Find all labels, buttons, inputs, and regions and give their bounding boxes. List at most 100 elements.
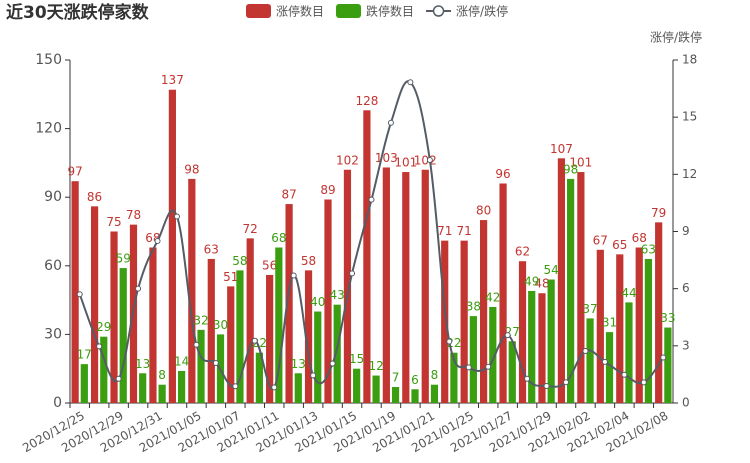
line-point bbox=[660, 354, 667, 361]
y-tick-label: 30 bbox=[44, 326, 62, 342]
bar bbox=[382, 167, 390, 403]
bar bbox=[469, 316, 477, 403]
data-label: 56 bbox=[262, 258, 277, 272]
line-point bbox=[524, 375, 531, 382]
data-label: 137 bbox=[161, 73, 184, 87]
bar bbox=[119, 268, 127, 403]
bar bbox=[324, 199, 332, 403]
y2-tick-label: 3 bbox=[682, 338, 690, 352]
y2-tick-label: 6 bbox=[682, 281, 690, 295]
data-label: 98 bbox=[563, 162, 578, 176]
bar bbox=[596, 249, 604, 403]
bar bbox=[635, 247, 643, 403]
bar bbox=[402, 172, 410, 403]
bar bbox=[655, 222, 663, 403]
line-point bbox=[563, 379, 570, 386]
data-label: 42 bbox=[485, 290, 500, 304]
data-label: 31 bbox=[602, 316, 617, 330]
bar bbox=[499, 183, 507, 403]
data-label: 12 bbox=[368, 359, 383, 373]
bar bbox=[285, 204, 293, 403]
data-label: 68 bbox=[632, 231, 647, 245]
bar bbox=[391, 386, 400, 403]
data-label: 71 bbox=[437, 224, 452, 238]
data-label: 8 bbox=[158, 368, 166, 382]
bar bbox=[314, 311, 322, 403]
data-label: 38 bbox=[466, 300, 481, 314]
bar bbox=[460, 240, 468, 403]
bar bbox=[518, 261, 527, 403]
data-label: 32 bbox=[193, 313, 208, 327]
bar bbox=[110, 231, 118, 403]
bar bbox=[567, 178, 575, 403]
line-point bbox=[543, 383, 550, 390]
line-point bbox=[310, 372, 317, 379]
data-label: 44 bbox=[621, 286, 636, 300]
bar bbox=[586, 318, 594, 403]
bar bbox=[353, 368, 361, 403]
bar bbox=[188, 178, 196, 403]
data-label: 65 bbox=[612, 238, 627, 252]
bar bbox=[207, 258, 215, 403]
data-label: 80 bbox=[476, 204, 491, 218]
bar bbox=[304, 270, 313, 403]
y2-tick-label: 15 bbox=[682, 110, 697, 124]
line-point bbox=[407, 79, 414, 86]
y2-tick-label: 12 bbox=[682, 167, 697, 181]
legend-swatch bbox=[246, 4, 271, 18]
data-label: 30 bbox=[213, 318, 228, 332]
line-point bbox=[446, 338, 453, 345]
line-point bbox=[640, 379, 647, 386]
data-label: 86 bbox=[87, 190, 102, 204]
data-label: 7 bbox=[392, 370, 400, 384]
bar bbox=[644, 258, 653, 403]
data-label: 40 bbox=[310, 295, 325, 309]
bar bbox=[450, 352, 458, 403]
data-label: 101 bbox=[394, 156, 417, 170]
bar bbox=[557, 158, 566, 403]
data-label: 87 bbox=[281, 188, 296, 202]
bar bbox=[177, 370, 186, 403]
bar bbox=[480, 220, 488, 403]
bar bbox=[664, 327, 672, 403]
data-label: 101 bbox=[569, 156, 592, 170]
bar bbox=[197, 329, 205, 403]
legend-label: 涨停/跌停 bbox=[456, 4, 508, 19]
bar bbox=[528, 290, 536, 403]
line-point bbox=[96, 343, 103, 350]
data-label: 51 bbox=[223, 270, 238, 284]
bar bbox=[508, 341, 516, 403]
line-point bbox=[387, 119, 394, 126]
data-label: 29 bbox=[96, 320, 111, 334]
data-label: 102 bbox=[414, 153, 437, 167]
bar bbox=[139, 373, 147, 403]
line-point bbox=[465, 364, 472, 371]
y-tick-label: 150 bbox=[35, 52, 62, 68]
bar bbox=[275, 247, 283, 403]
bar bbox=[149, 247, 157, 403]
data-label: 67 bbox=[593, 233, 608, 247]
line-point bbox=[251, 337, 258, 344]
data-label: 15 bbox=[349, 352, 364, 366]
bar bbox=[255, 352, 263, 403]
bar bbox=[100, 336, 108, 403]
data-label: 48 bbox=[534, 277, 549, 291]
bar bbox=[236, 270, 244, 403]
bar bbox=[625, 302, 633, 403]
data-label: 37 bbox=[582, 302, 597, 316]
bar bbox=[372, 375, 380, 403]
line-point bbox=[621, 371, 628, 378]
data-label: 58 bbox=[232, 254, 247, 268]
bar bbox=[441, 240, 449, 403]
line-point bbox=[232, 383, 239, 390]
data-label: 89 bbox=[320, 183, 335, 197]
y-tick-label: 0 bbox=[53, 395, 62, 411]
data-label: 71 bbox=[457, 224, 472, 238]
bar bbox=[333, 304, 341, 403]
y2-axis-label: 涨停/跌停 bbox=[650, 30, 702, 45]
line-point bbox=[76, 291, 83, 298]
line-point bbox=[329, 360, 336, 367]
line-point bbox=[368, 196, 375, 203]
data-label: 54 bbox=[544, 263, 559, 277]
